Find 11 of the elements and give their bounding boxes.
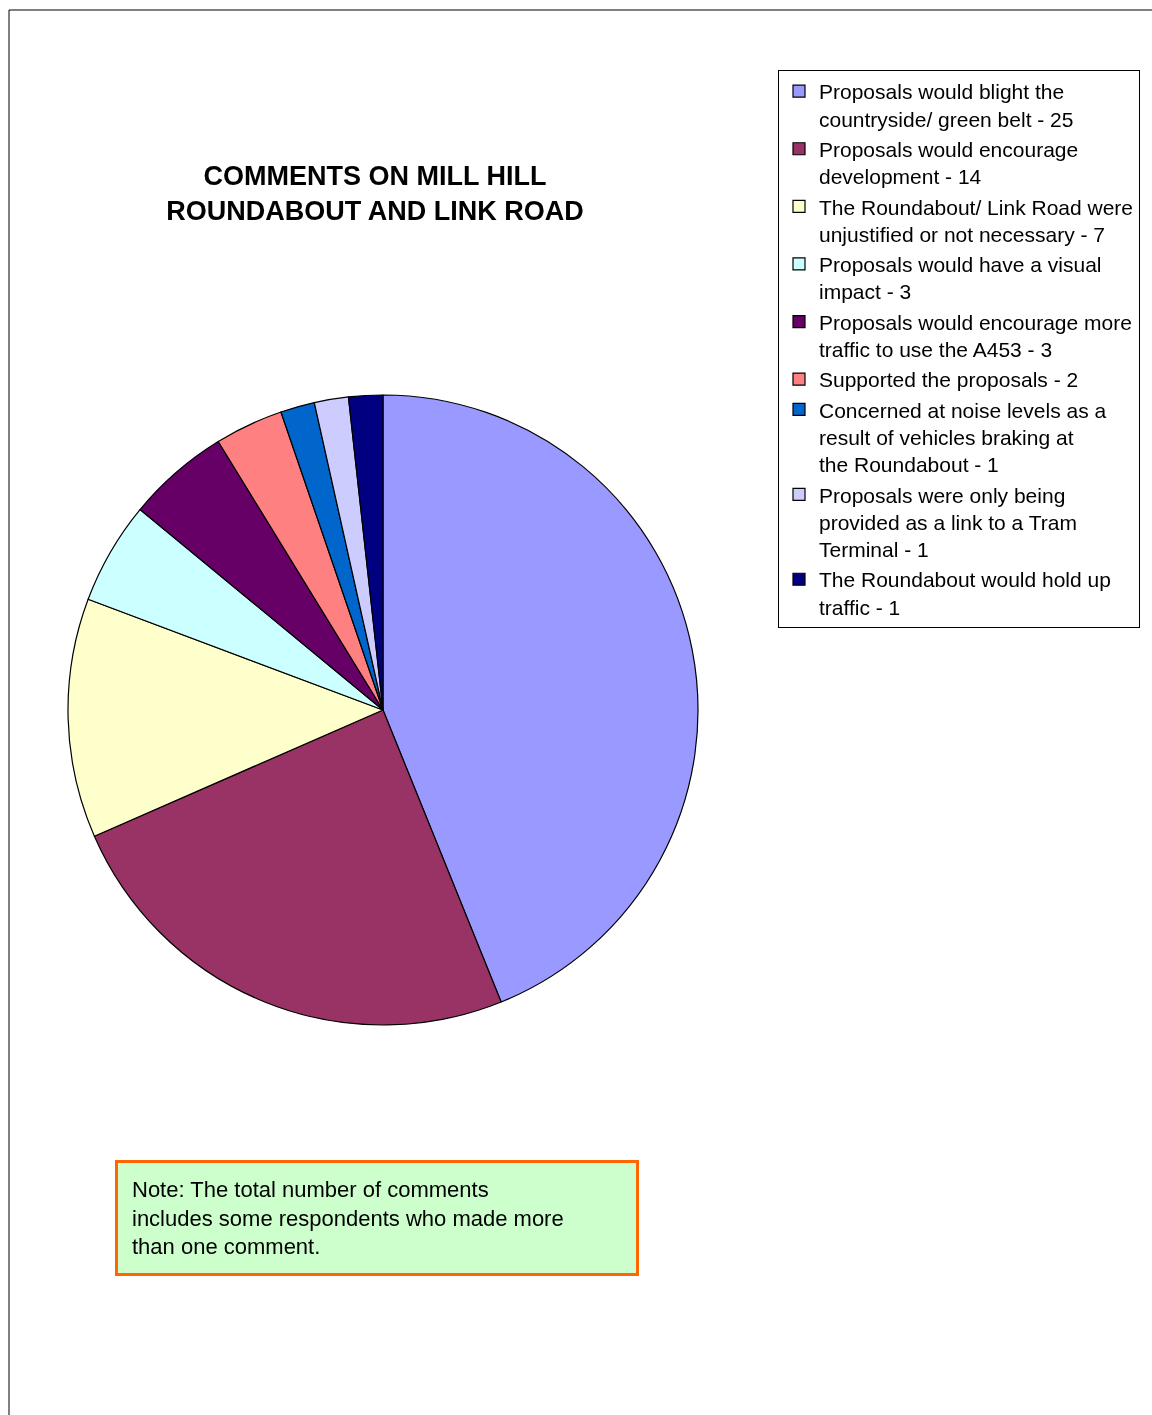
legend-label: Proposals would encourage development - 14 (819, 137, 1079, 189)
text: COMMENTS ON MILL HILL ROUNDABOUT AND LINK ROAD (166, 161, 584, 227)
legend-label: Proposals would blight the countryside/ green belt - 25 (819, 80, 1074, 131)
legend-label: Concerned at noise levels as a result of vehicles braking at the Roundabout - 1 (819, 398, 1107, 477)
legend-label: The Roundabout would hold up traffic - 1 (819, 568, 1111, 619)
legend-label: Proposals would encourage more traffic to use the A453 - 3 (819, 310, 1132, 362)
legend-label: Proposals would have a visual impact - 3 (819, 253, 1102, 304)
legend-label: Proposals were only being provided as a link to a Tram Terminal - 1 (819, 483, 1077, 562)
legend-label: Supported the proposals - 2 (819, 368, 1079, 392)
text: Note: The total number of comments includes some respondents who made more than one comment. (132, 1177, 564, 1260)
legend-label: The Roundabout/ Link Road were unjustified or not necessary - 7 (819, 195, 1134, 246)
